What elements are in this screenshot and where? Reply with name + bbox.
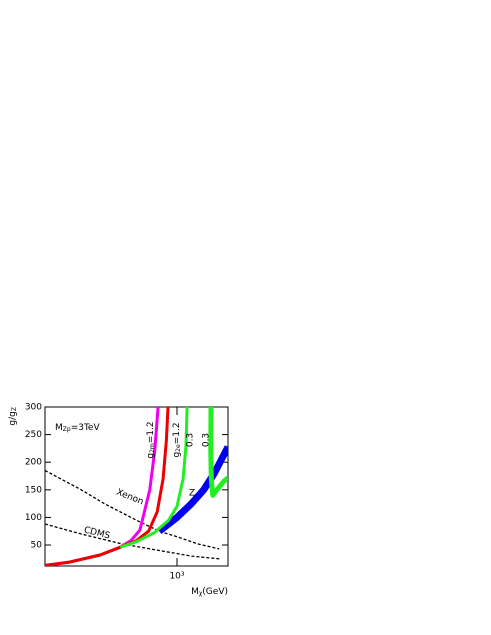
series-label-sub: 2e (175, 444, 182, 452)
series-label: g2e=1.2 (172, 422, 182, 457)
series-label: Xenon (115, 488, 145, 508)
series-label: 0.3 (202, 433, 212, 447)
series-line (45, 523, 220, 560)
x-axis-label-sub: χ (199, 590, 203, 597)
series-label: CDMS (83, 525, 112, 541)
x-tick-label: 10³ (169, 572, 184, 582)
series-label-sub: 2m (149, 443, 156, 453)
x-axis-label: Mχ(GeV) (191, 587, 228, 597)
y-axis-label: g/gZ (8, 407, 18, 426)
series-label: Z (189, 489, 195, 499)
series-label-tail: =1.2 (172, 422, 182, 444)
series-line (45, 407, 170, 566)
y-tick-label: 300 (25, 403, 42, 413)
plot-frame (44, 406, 229, 567)
annotation-tail: =3TeV (71, 423, 101, 433)
y-tick-label: 150 (25, 485, 42, 495)
series-label-base: g (172, 452, 182, 458)
x-axis-label-tail: (GeV) (202, 587, 228, 597)
annotation-base: M (55, 423, 63, 433)
series-line (45, 469, 220, 550)
series-label: g2m=1.2 (146, 421, 156, 458)
y-axis-label-sub: Z (11, 407, 18, 411)
y-tick-label: 250 (25, 430, 42, 440)
series-line (208, 407, 228, 498)
y-axis-label-base: g/g (8, 411, 18, 425)
series-line (119, 407, 189, 549)
y-tick-label: 200 (25, 458, 42, 468)
series-label-base: g (146, 453, 156, 459)
annotation-sub: Zp (63, 426, 71, 433)
y-tick-label: 100 (25, 513, 42, 523)
x-axis-label-base: M (191, 587, 199, 597)
series-label-tail: =1.2 (146, 421, 156, 443)
annotation: MZp=3TeV (55, 423, 100, 433)
series-label: 0.3 (186, 433, 196, 447)
y-tick-label: 50 (31, 541, 43, 551)
series-line (157, 445, 228, 534)
